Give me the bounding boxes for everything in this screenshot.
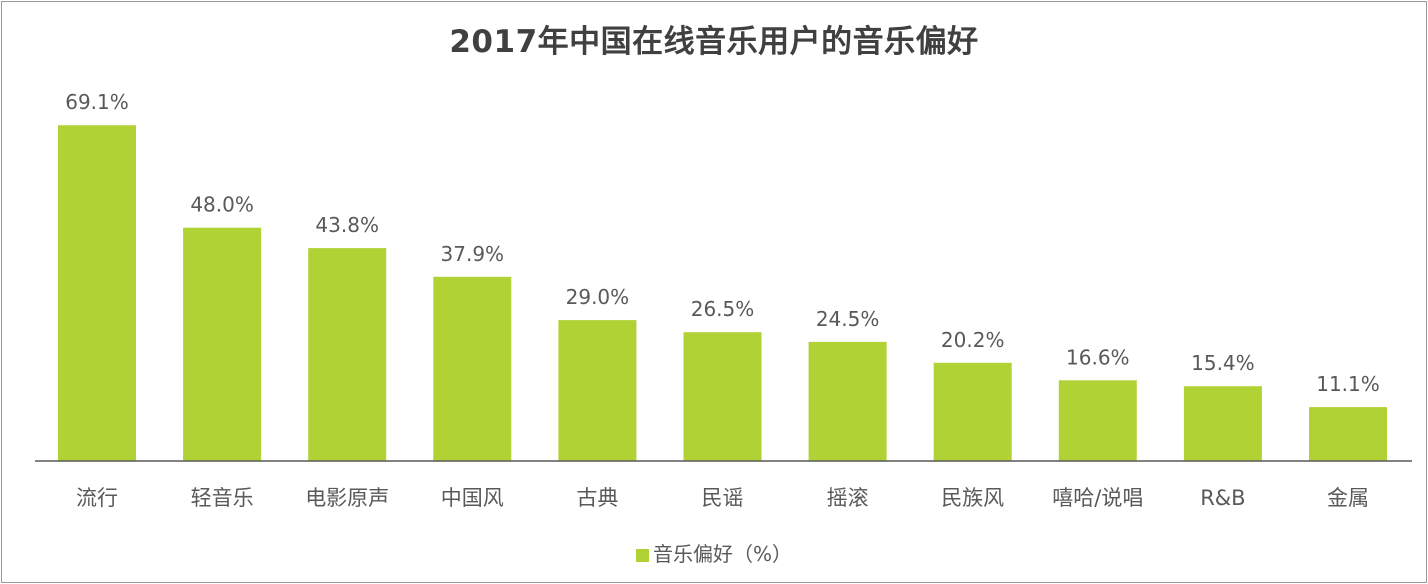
category-label: 电影原声 bbox=[305, 486, 389, 510]
data-label: 69.1% bbox=[65, 90, 129, 114]
category-label: 民族风 bbox=[941, 486, 1004, 510]
data-label: 48.0% bbox=[190, 193, 254, 217]
bar bbox=[433, 276, 512, 461]
bar bbox=[1058, 380, 1137, 461]
data-label: 15.4% bbox=[1191, 351, 1255, 375]
bar bbox=[808, 341, 887, 461]
data-label: 16.6% bbox=[1066, 345, 1130, 369]
bar bbox=[933, 362, 1012, 461]
category-label: 轻音乐 bbox=[191, 486, 254, 510]
category-label: 古典 bbox=[576, 486, 618, 510]
chart-title: 2017年中国在线音乐用户的音乐偏好 bbox=[449, 24, 979, 60]
bar bbox=[183, 227, 262, 461]
bar bbox=[558, 320, 637, 461]
data-label: 11.1% bbox=[1316, 372, 1380, 396]
bar bbox=[308, 248, 387, 461]
data-label: 37.9% bbox=[441, 242, 505, 266]
data-label: 29.0% bbox=[566, 285, 630, 309]
data-label: 26.5% bbox=[691, 297, 755, 321]
legend-label: 音乐偏好（%） bbox=[652, 542, 792, 566]
bar bbox=[1183, 386, 1262, 461]
legend-swatch bbox=[635, 549, 649, 562]
category-label: 摇滚 bbox=[827, 486, 869, 510]
legend: 音乐偏好（%） bbox=[2, 538, 1426, 567]
category-label: 中国风 bbox=[441, 486, 504, 510]
category-label: 嘻哈/说唱 bbox=[1052, 486, 1143, 510]
data-label: 24.5% bbox=[816, 307, 880, 331]
category-label: 金属 bbox=[1327, 486, 1369, 510]
data-label: 43.8% bbox=[315, 213, 379, 237]
bar bbox=[1309, 407, 1387, 461]
category-label: 流行 bbox=[76, 486, 118, 510]
bar bbox=[683, 332, 762, 461]
category-label: 民谣 bbox=[702, 486, 744, 510]
bar bbox=[58, 125, 136, 461]
data-label: 20.2% bbox=[941, 328, 1005, 352]
category-label: R&B bbox=[1200, 486, 1245, 510]
